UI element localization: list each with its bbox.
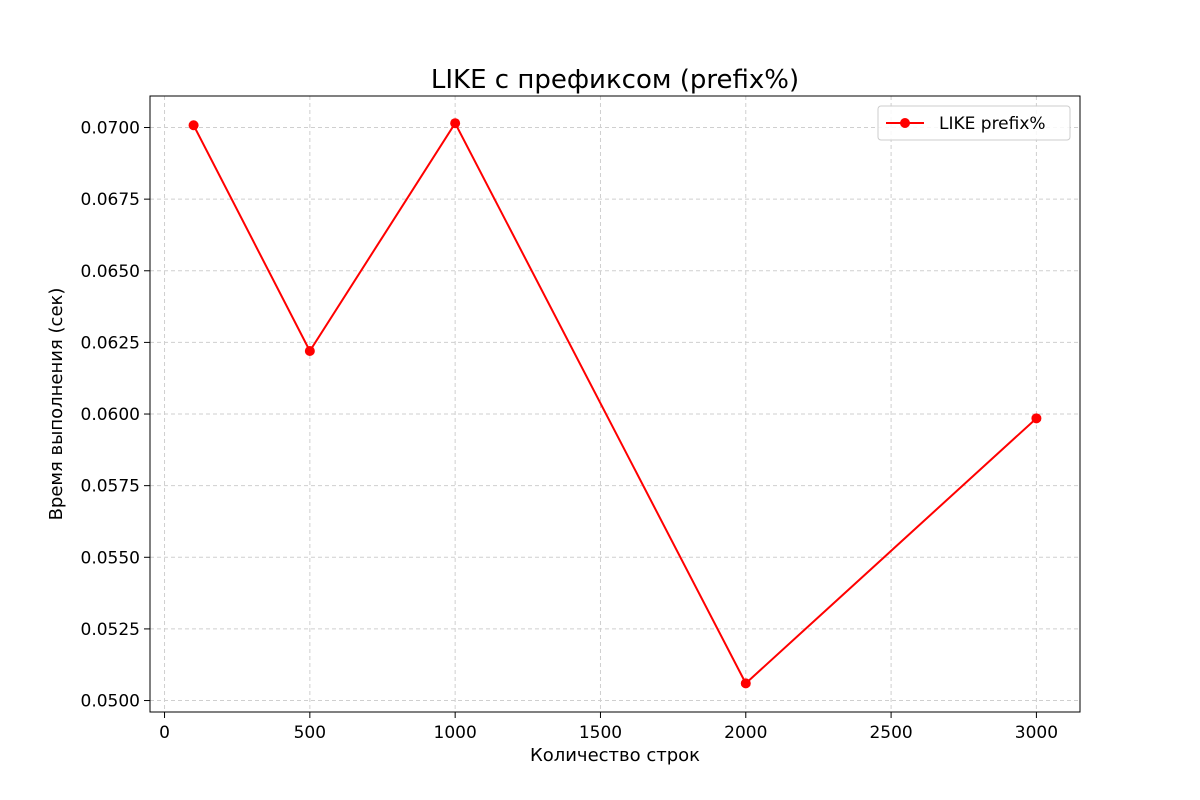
y-tick-label: 0.0600 (81, 405, 140, 425)
y-tick-label: 0.0675 (81, 190, 140, 210)
y-axis-ticks: 0.0500 0.0525 0.0550 0.0575 0.0600 0.0625 0.06… (81, 119, 150, 712)
x-axis-label: Количество строк (530, 745, 700, 766)
legend: LIKE prefix% (877, 105, 1071, 141)
data-point (304, 345, 315, 356)
x-tick-label: 3000 (1015, 723, 1058, 743)
x-axis-ticks: 0 500 1000 1500 2000 2500 3000 (159, 712, 1058, 743)
plot-area-frame (149, 95, 1081, 713)
grid (150, 96, 1080, 712)
legend-label: LIKE prefix% (939, 114, 1046, 134)
series-line (192, 121, 1038, 685)
y-tick-label: 0.0500 (81, 692, 140, 712)
data-point (450, 118, 461, 129)
y-tick-label: 0.0625 (81, 333, 140, 353)
legend-marker (900, 118, 910, 128)
y-tick-label: 0.0700 (81, 119, 140, 139)
x-tick-label: 500 (294, 723, 326, 743)
chart-title: LIKE с префиксом (prefix%) (431, 65, 799, 95)
y-tick-label: 0.0550 (81, 548, 140, 568)
y-tick-label: 0.0650 (81, 262, 140, 282)
x-tick-label: 2000 (724, 723, 767, 743)
data-point (188, 120, 199, 131)
y-tick-label: 0.0575 (81, 477, 140, 497)
data-point (740, 678, 751, 689)
x-tick-label: 0 (159, 723, 170, 743)
legend-box (877, 105, 1071, 141)
y-tick-label: 0.0525 (81, 620, 140, 640)
y-axis-label: Время выполнения (сек) (46, 288, 67, 521)
x-tick-label: 2500 (869, 723, 912, 743)
data-point (1031, 413, 1042, 424)
series-layer (188, 118, 1042, 689)
x-tick-label: 1500 (579, 723, 622, 743)
x-tick-label: 1000 (434, 723, 477, 743)
